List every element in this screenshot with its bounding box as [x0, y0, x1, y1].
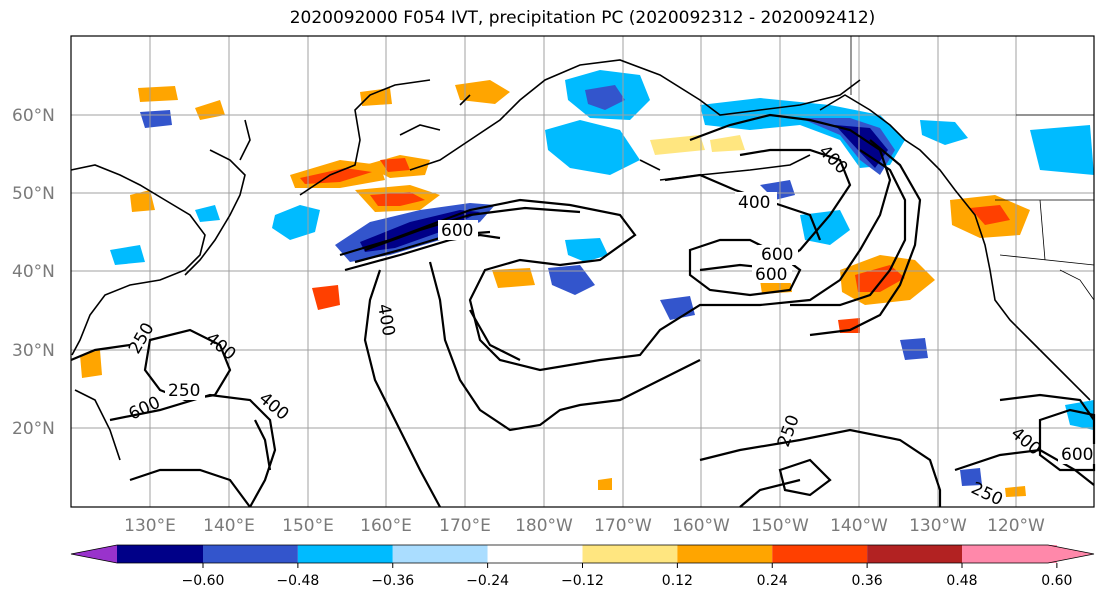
- graticule: [71, 36, 1094, 507]
- colorbar-segment: [772, 545, 868, 563]
- contour-label: 250: [168, 381, 200, 401]
- colorbar-segment: [487, 545, 583, 563]
- contour-label: 600: [761, 245, 793, 265]
- colorbar-tick-label: 0.12: [662, 573, 693, 589]
- colorbar-extend-low: [71, 545, 117, 563]
- contour-label: 400: [738, 193, 770, 213]
- colorbar-extend-high: [1048, 545, 1094, 563]
- contour-label: 600: [755, 265, 787, 285]
- colorbar-tick-label: −0.36: [371, 573, 414, 589]
- coastlines: [70, 59, 1091, 461]
- lon-label: 120°W: [987, 516, 1045, 536]
- lon-label: 140°W: [830, 516, 888, 536]
- colorbar-segment: [962, 545, 1057, 563]
- lon-label: 130°W: [909, 516, 967, 536]
- lon-label: 130°E: [124, 516, 176, 536]
- lat-label: 30°N: [12, 341, 55, 361]
- contour-label: 600: [441, 221, 473, 241]
- colorbar-tick-label: 0.48: [946, 573, 977, 589]
- lat-label: 40°N: [12, 262, 55, 282]
- colorbar-segment: [867, 545, 962, 563]
- colorbar-tick-label: −0.24: [466, 573, 509, 589]
- colorbar-tick-label: −0.12: [561, 573, 604, 589]
- colorbar-tick-label: −0.48: [276, 573, 319, 589]
- colorbar-tick-label: 0.24: [757, 573, 788, 589]
- lon-label: 170°W: [594, 516, 652, 536]
- colorbar-segment: [677, 545, 773, 563]
- contour-label: 600: [1061, 445, 1093, 465]
- map-frame: [70, 35, 1095, 508]
- lon-label: 160°E: [360, 516, 412, 536]
- colorbar-tick-label: −0.60: [182, 573, 225, 589]
- lon-label: 150°W: [751, 516, 809, 536]
- colorbar: −0.60 −0.48 −0.36 −0.24 −0.12 0.12 0.24 0.36 0.4…: [70, 544, 1095, 589]
- colorbar-segment: [582, 545, 678, 563]
- map-title: 2020092000 F054 IVT, precipitation PC (2…: [289, 8, 876, 28]
- colorbar-segment: [203, 545, 298, 563]
- borders: [850, 36, 1095, 301]
- lon-label: 170°E: [439, 516, 491, 536]
- longitude-axis: 130°E 140°E 150°E 160°E 170°E 180°W 170°…: [124, 516, 1045, 536]
- lat-label: 60°N: [12, 106, 55, 126]
- colorbar-outline: [70, 544, 1095, 564]
- colorbar-segment: [117, 545, 203, 563]
- lon-label: 180°W: [515, 516, 573, 536]
- lon-label: 140°E: [203, 516, 255, 536]
- colorbar-tick-label: 0.36: [852, 573, 883, 589]
- colorbar-segment: [297, 545, 393, 563]
- lon-label: 160°W: [672, 516, 730, 536]
- latitude-axis: 60°N 50°N 40°N 30°N 20°N: [12, 106, 55, 439]
- colorbar-tick-label: 0.60: [1041, 573, 1072, 589]
- lon-label: 150°E: [282, 516, 334, 536]
- lat-label: 50°N: [12, 184, 55, 204]
- colorbar-segment: [392, 545, 488, 563]
- lat-label: 20°N: [12, 419, 55, 439]
